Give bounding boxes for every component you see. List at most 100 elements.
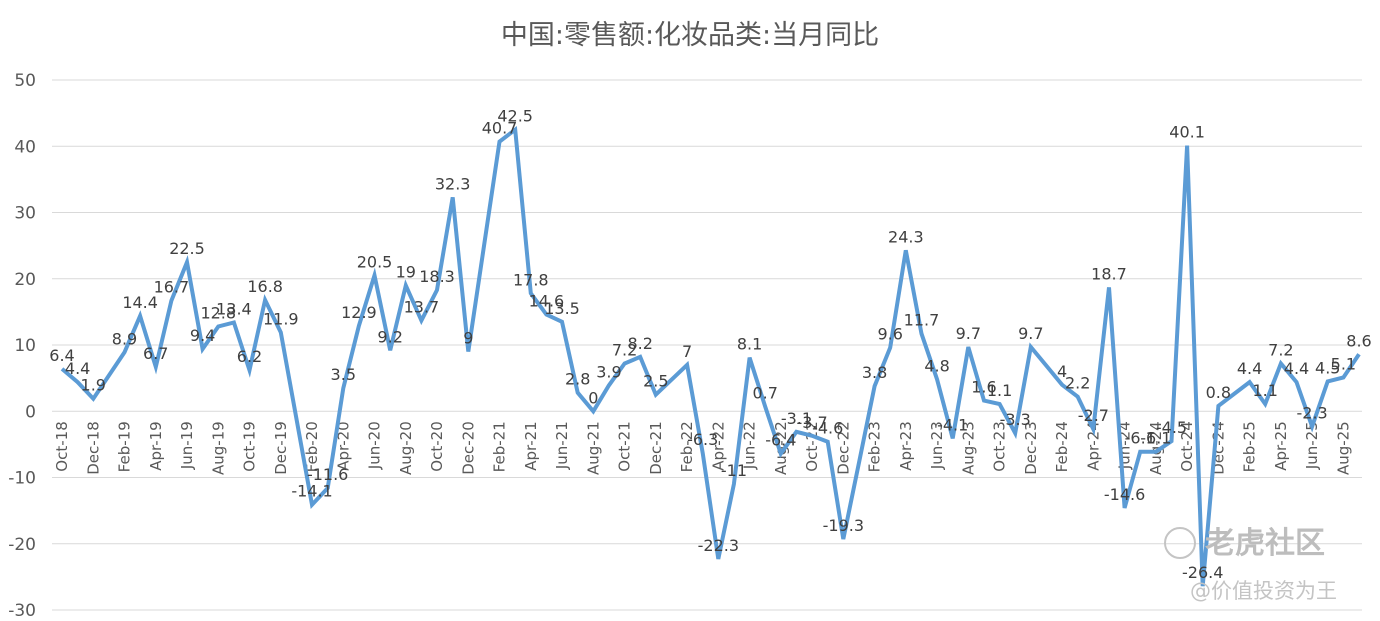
data-label: -3.7 xyxy=(796,413,827,432)
x-tick-label: Dec-22 xyxy=(834,421,852,475)
x-tick-label: Dec-23 xyxy=(1022,421,1040,475)
x-tick-label: Feb-21 xyxy=(491,421,509,472)
data-label: 3.5 xyxy=(331,365,356,384)
data-label: 12.9 xyxy=(341,303,377,322)
data-label: 1.1 xyxy=(987,381,1012,400)
data-label: 40.1 xyxy=(1169,123,1205,142)
data-label: -3.3 xyxy=(1000,410,1031,429)
x-tick-label: Oct-18 xyxy=(53,421,71,471)
chart-title: 中国:零售额:化妆品类:当月同比 xyxy=(501,20,879,51)
data-label-layer: 6.44.41.98.914.46.716.722.59.412.813.46.… xyxy=(49,107,1371,582)
data-label: 0 xyxy=(588,388,598,407)
x-tick-label: Jun-22 xyxy=(741,421,759,470)
x-tick-label: Dec-20 xyxy=(459,421,477,475)
data-label: 13.4 xyxy=(216,299,252,318)
x-tick-label: Aug-21 xyxy=(584,421,602,475)
watermark-sub: @价值投资为王 xyxy=(1190,579,1337,603)
y-tick-label: -30 xyxy=(8,601,36,621)
y-tick-label: 50 xyxy=(14,71,36,91)
data-label: 4.8 xyxy=(924,356,949,375)
y-tick-label: 10 xyxy=(14,336,36,356)
data-label: -2.3 xyxy=(1297,403,1328,422)
y-tick-label: 0 xyxy=(25,402,36,422)
data-label: 8.9 xyxy=(112,329,137,348)
data-label: 18.3 xyxy=(419,267,455,286)
data-label: 11.7 xyxy=(904,311,940,330)
data-label: 40.7 xyxy=(482,119,518,138)
data-label: 42.5 xyxy=(497,107,533,126)
data-label: 24.3 xyxy=(888,227,924,246)
grid-layer xyxy=(52,79,1362,611)
x-tick-label: Apr-20 xyxy=(334,421,352,471)
series-line xyxy=(60,125,1361,587)
data-label: 0.8 xyxy=(1206,383,1231,402)
watermark-brand: 老虎社区 xyxy=(1205,526,1325,561)
y-tick-label: 20 xyxy=(14,270,36,290)
data-label: -6.3 xyxy=(687,430,718,449)
y-axis-ticks: 50 40 30 20 10 0 -10 -20 -30 xyxy=(8,71,36,621)
data-label: -6.4 xyxy=(765,431,796,450)
data-label: 5.1 xyxy=(1331,354,1356,373)
x-tick-label: Jun-19 xyxy=(178,421,196,470)
data-label: 9.7 xyxy=(1018,324,1043,343)
x-tick-label: Aug-19 xyxy=(209,421,227,475)
y-tick-label: -10 xyxy=(8,469,36,489)
data-label: 1.1 xyxy=(1253,381,1278,400)
data-label: 7 xyxy=(682,342,692,361)
data-label: -14.1 xyxy=(291,482,332,501)
data-label: 4.4 xyxy=(1284,359,1309,378)
data-label: 19 xyxy=(396,262,416,281)
x-axis-ticks: Oct-18 Dec-18 Feb-19 Apr-19 Jun-19 Aug-19 Oct-… xyxy=(53,421,1352,475)
x-tick-label: Dec-19 xyxy=(272,421,290,475)
data-label: 8.6 xyxy=(1346,331,1371,350)
data-label: -19.3 xyxy=(823,516,864,535)
data-label: 14.4 xyxy=(122,293,158,312)
data-label: 6.2 xyxy=(237,347,262,366)
data-label: 3.9 xyxy=(596,362,621,381)
x-tick-label: Aug-25 xyxy=(1334,421,1352,475)
y-tick-label: -20 xyxy=(8,535,36,555)
data-label: 6.4 xyxy=(49,346,74,365)
data-label: 9 xyxy=(463,329,473,348)
data-label: 9.2 xyxy=(377,327,402,346)
data-label: 16.8 xyxy=(247,277,283,296)
x-tick-label: Aug-24 xyxy=(1147,421,1165,475)
data-label: 18.7 xyxy=(1091,264,1127,283)
data-label: -2.7 xyxy=(1078,406,1109,425)
data-label: -14.6 xyxy=(1104,485,1145,504)
x-tick-label: Oct-23 xyxy=(991,421,1009,471)
x-tick-label: Jun-20 xyxy=(366,421,384,470)
series-layer xyxy=(60,125,1361,587)
data-label: 11.9 xyxy=(263,309,299,328)
data-label: 3.8 xyxy=(862,363,887,382)
x-tick-label: Aug-20 xyxy=(397,421,415,475)
x-tick-label: Feb-24 xyxy=(1053,421,1071,472)
data-label: 6.7 xyxy=(143,344,168,363)
x-tick-label: Feb-20 xyxy=(303,421,321,472)
x-tick-label: Jun-21 xyxy=(553,421,571,470)
x-tick-label: Apr-24 xyxy=(1084,421,1102,471)
x-tick-label: Jun-23 xyxy=(928,421,946,470)
data-label: 12.8 xyxy=(200,303,236,322)
data-label: -4.5 xyxy=(1156,418,1187,437)
x-tick-label: Apr-21 xyxy=(522,421,540,471)
x-tick-label: Oct-19 xyxy=(241,421,259,471)
data-label: 4.4 xyxy=(1237,359,1262,378)
x-tick-label: Apr-19 xyxy=(147,421,165,471)
data-label: 8.2 xyxy=(627,334,652,353)
x-tick-label: Feb-25 xyxy=(1241,421,1259,472)
data-label: 13.7 xyxy=(404,297,440,316)
tiger-logo-icon xyxy=(1164,527,1196,559)
data-label: 9.4 xyxy=(190,326,215,345)
y-tick-label: 40 xyxy=(14,137,36,157)
x-tick-label: Apr-25 xyxy=(1272,421,1290,471)
data-label: -11 xyxy=(721,461,747,480)
data-label: 4.5 xyxy=(1315,358,1340,377)
data-label: 16.7 xyxy=(154,278,190,297)
data-label: 1.6 xyxy=(971,378,996,397)
data-label: 7.2 xyxy=(1268,341,1293,360)
data-label: -6.1 xyxy=(1140,429,1171,448)
x-tick-label: Dec-21 xyxy=(647,421,665,475)
data-label: 32.3 xyxy=(435,174,471,193)
